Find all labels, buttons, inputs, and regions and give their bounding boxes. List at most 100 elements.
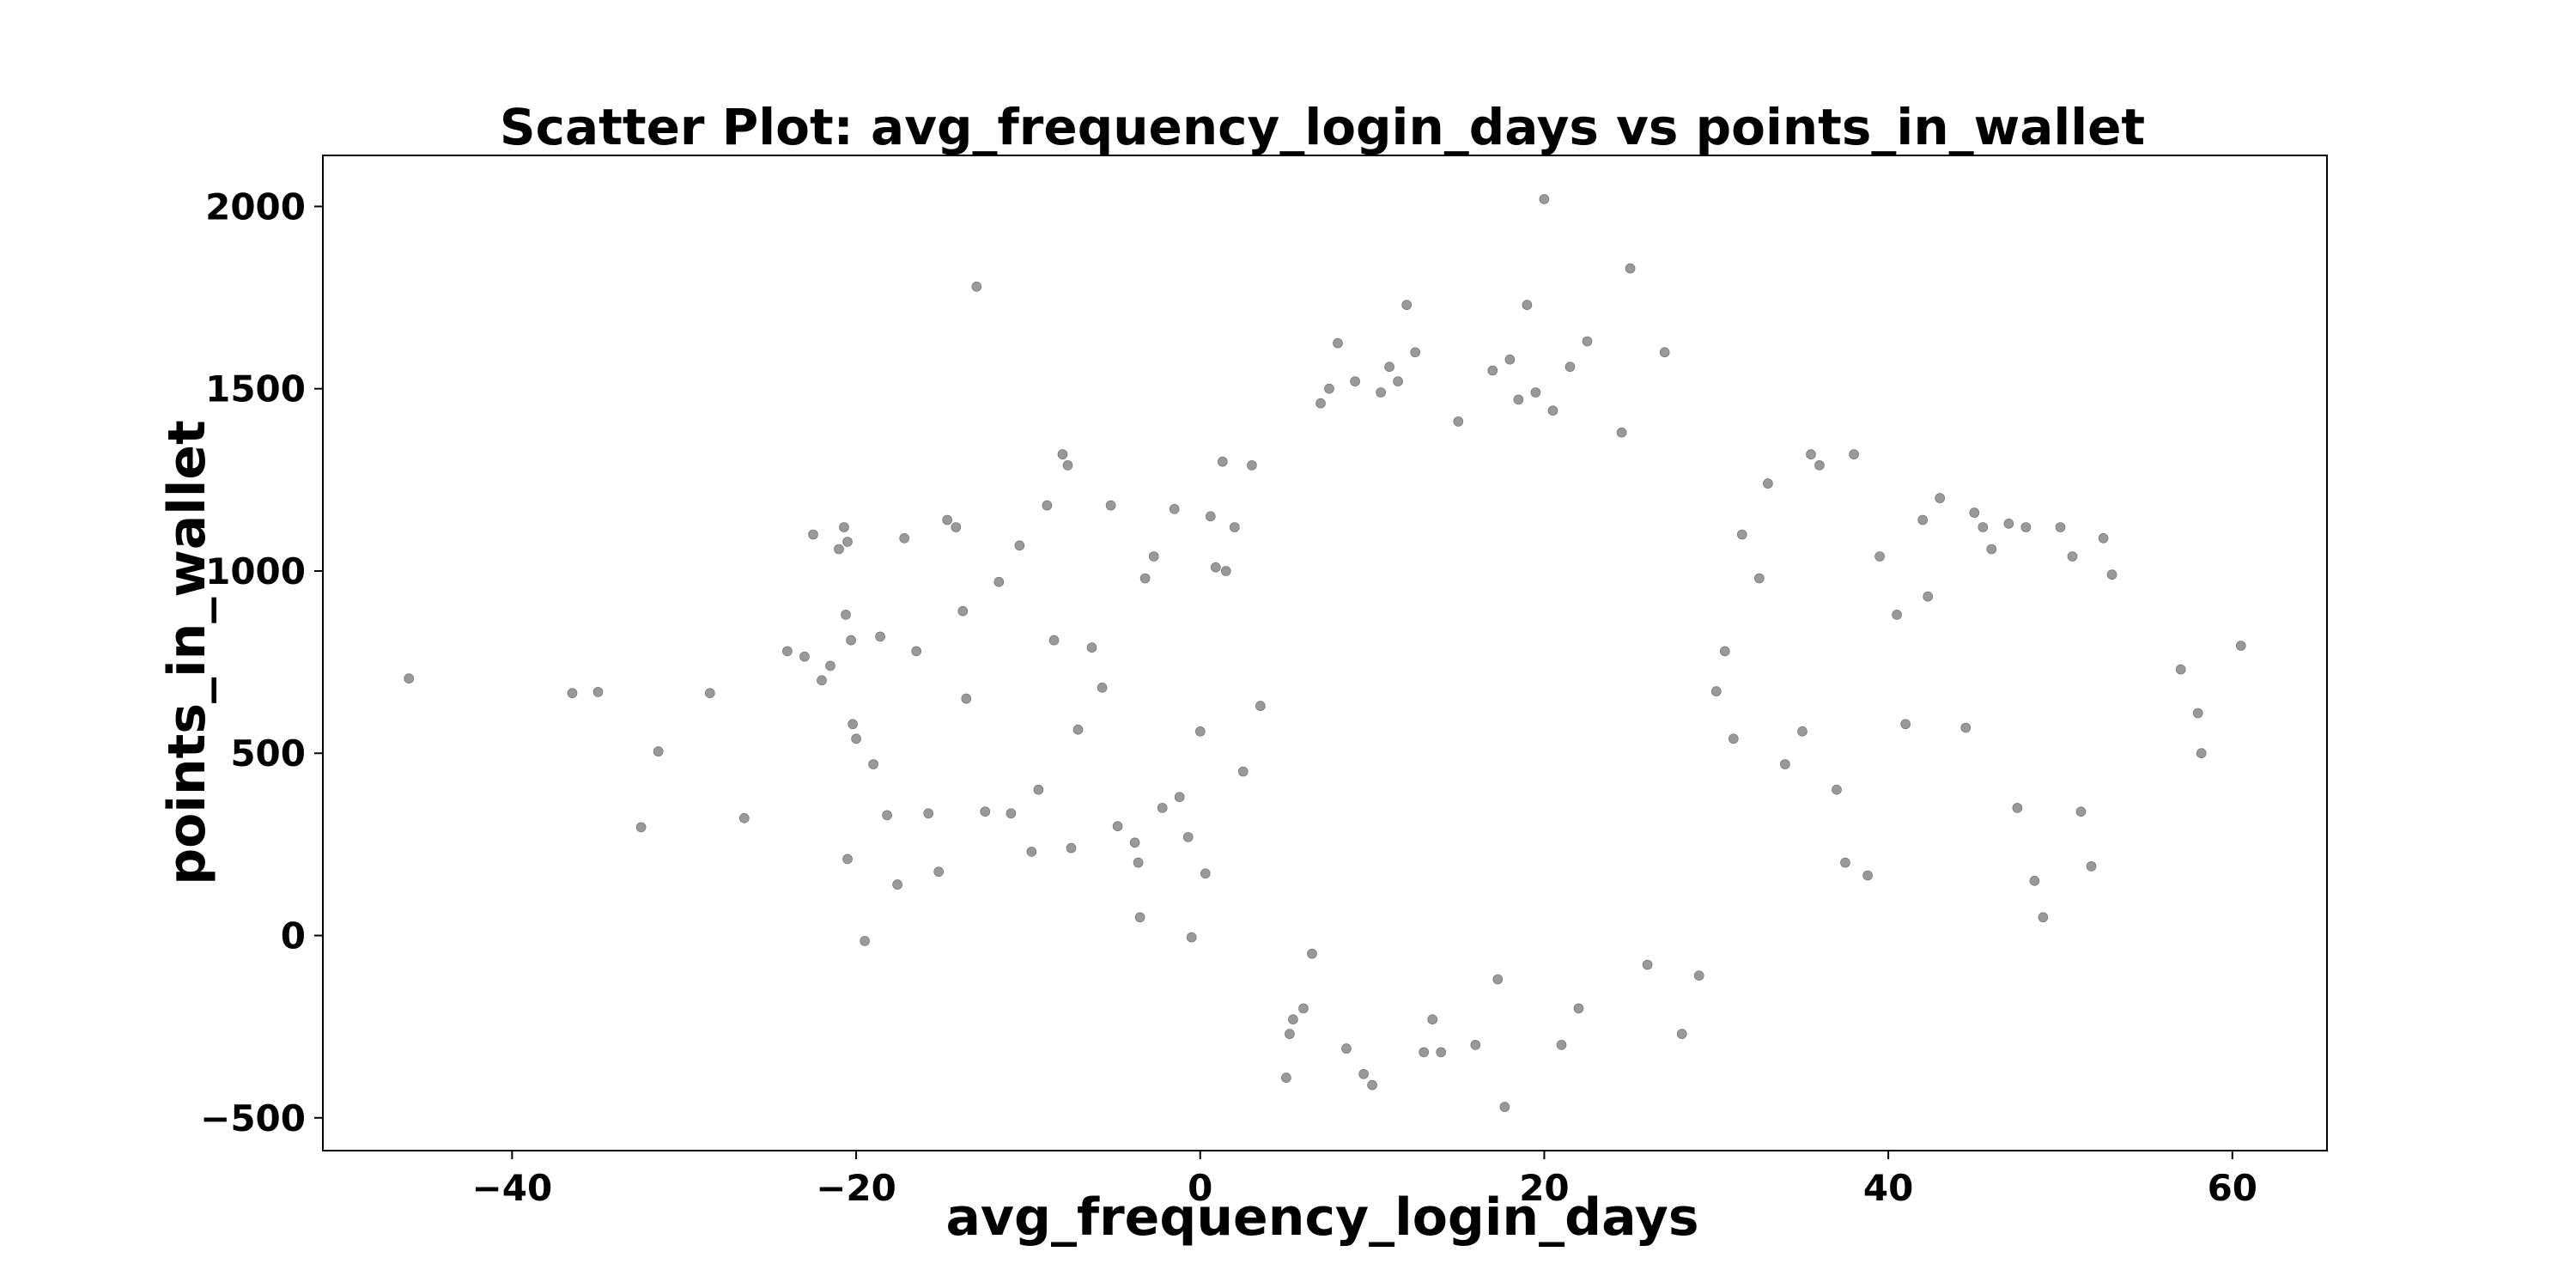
points-layer [404, 194, 2246, 1112]
data-point [1042, 500, 1053, 511]
data-point [1358, 1069, 1369, 1079]
data-point [1105, 500, 1116, 511]
x-tick-label: 20 [1519, 1167, 1569, 1209]
data-point [1200, 868, 1211, 879]
data-point [1806, 449, 1816, 459]
data-point [875, 631, 885, 642]
data-point [1066, 842, 1077, 854]
data-point [1133, 857, 1144, 868]
data-point [1410, 347, 1420, 358]
data-point [961, 693, 972, 704]
data-point [1564, 361, 1576, 373]
data-point [1616, 427, 1627, 438]
data-point [1556, 1040, 1567, 1050]
data-point [2175, 664, 2186, 675]
data-point [1174, 792, 1185, 803]
data-point [2067, 551, 2078, 562]
data-point [1737, 529, 1747, 540]
data-point [1195, 726, 1206, 737]
data-point [1139, 573, 1151, 584]
data-point [1367, 1079, 1377, 1091]
data-point [1401, 300, 1412, 310]
data-point [839, 522, 849, 532]
data-point [1900, 719, 1911, 730]
data-point [848, 719, 858, 730]
data-point [2106, 569, 2117, 580]
data-point [1376, 387, 1386, 398]
data-point [1780, 759, 1790, 769]
data-point [1285, 1029, 1295, 1039]
data-point [1840, 857, 1850, 868]
data-point [808, 529, 818, 540]
data-point [980, 806, 991, 817]
data-point [1427, 1014, 1437, 1024]
data-point [2196, 748, 2207, 759]
data-point [1874, 551, 1885, 562]
data-point [1969, 507, 1980, 518]
data-point [1573, 1003, 1584, 1014]
data-point [1218, 456, 1228, 467]
data-point [1393, 376, 1403, 387]
data-point [2075, 806, 2087, 817]
data-point [841, 610, 851, 620]
y-tick-label: 0 [281, 915, 306, 957]
data-point [1097, 682, 1108, 693]
data-point [1238, 766, 1249, 777]
data-point [1206, 511, 1216, 522]
data-point [1247, 460, 1257, 471]
data-point [1504, 354, 1516, 365]
data-point [1436, 1047, 1446, 1058]
data-point [2012, 803, 2023, 813]
data-point [846, 635, 856, 646]
data-point [2029, 876, 2040, 886]
data-point [1522, 300, 1533, 310]
data-point [2003, 518, 2014, 529]
data-point [1797, 726, 1807, 737]
data-point [653, 746, 664, 756]
chart-title: Scatter Plot: avg_frequency_login_days v… [500, 98, 2145, 156]
y-tick-label: 2000 [205, 185, 306, 228]
data-point [1169, 503, 1180, 514]
data-point [738, 812, 750, 823]
data-point [892, 879, 902, 890]
data-point [1728, 733, 1739, 744]
data-point [834, 544, 844, 555]
data-point [1333, 337, 1343, 349]
data-point [1057, 449, 1068, 459]
data-point [1288, 1014, 1298, 1024]
data-point [1230, 522, 1240, 532]
data-point [1676, 1029, 1687, 1039]
data-point [1530, 387, 1541, 398]
data-point [2020, 522, 2032, 532]
data-point [1492, 974, 1504, 985]
data-point [704, 688, 715, 699]
data-point [2086, 861, 2097, 872]
data-point [971, 281, 982, 292]
data-point [1005, 808, 1017, 819]
data-point [1315, 398, 1326, 409]
data-point [1148, 551, 1159, 562]
data-point [1033, 784, 1044, 795]
data-point [1086, 642, 1097, 653]
data-point [1182, 832, 1194, 842]
data-point [799, 651, 810, 662]
data-point [1642, 959, 1653, 970]
data-point [817, 675, 827, 686]
data-point [1211, 562, 1221, 573]
data-point [404, 673, 415, 684]
plot-area-frame [322, 155, 2328, 1151]
data-point [1221, 566, 1231, 576]
data-point [993, 576, 1005, 587]
data-point [1513, 394, 1524, 405]
data-point [1072, 724, 1084, 735]
y-axis: −500 0 500 1000 1500 2000 [200, 185, 323, 1139]
data-point [942, 514, 952, 526]
data-point [2038, 912, 2049, 923]
data-point [592, 687, 604, 697]
y-tick-label: −500 [200, 1097, 306, 1139]
data-point [1693, 970, 1704, 981]
data-point [860, 936, 870, 946]
data-point [911, 646, 921, 657]
data-point [1157, 803, 1168, 813]
